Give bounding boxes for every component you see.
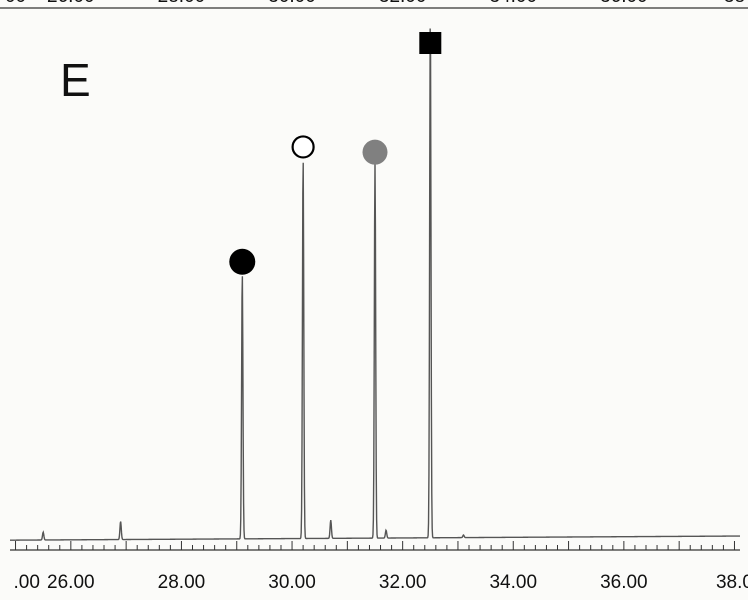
panel-label: E (60, 54, 91, 106)
top-tick-label: 38 (724, 0, 745, 7)
top-tick-label: 30.00 (268, 0, 316, 7)
x-tick-label: 34.00 (489, 572, 537, 593)
trace-layer (10, 28, 740, 541)
peak-marker-layer (229, 32, 442, 275)
chromatogram-trace (10, 28, 740, 541)
x-tick-label: 32.00 (379, 572, 427, 593)
top-tick-label: 32.00 (379, 0, 427, 7)
top-tick-label: 34.00 (489, 0, 537, 7)
top-tick-label: 00 (5, 0, 26, 7)
peak-marker-filled-black-square (419, 32, 442, 54)
top-tick-label: 28.00 (158, 0, 206, 7)
peak-marker-filled-black-circle (229, 248, 256, 275)
bottom-axis: .00 26.00 28.00 30.00 32.00 34.00 36.00 38.0 (10, 541, 748, 593)
top-tick-label: 26.00 (47, 0, 95, 7)
peak-marker-filled-gray-circle (362, 139, 388, 165)
x-tick-label: 36.00 (600, 572, 648, 593)
top-tick-label: 36.00 (600, 0, 648, 7)
x-tick-label: 28.00 (158, 572, 206, 593)
x-tick-label: .00 (14, 572, 40, 593)
x-tick-label: 38.0 (716, 572, 748, 593)
x-tick-label: 26.00 (47, 572, 95, 593)
top-axis: 00 26.00 28.00 30.00 32.00 34.00 36.00 38 (0, 0, 748, 9)
peak-marker-open-circle (291, 135, 315, 159)
x-tick-label: 30.00 (268, 572, 316, 593)
